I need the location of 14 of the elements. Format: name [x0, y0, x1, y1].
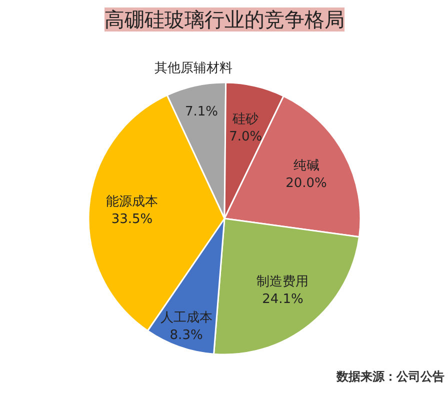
slice-label: 人工成本 [160, 310, 212, 326]
slice-label: 其他原辅材料 [154, 61, 233, 76]
data-label: 24.1% [262, 292, 304, 308]
slice-label: 制造费用 [256, 274, 309, 290]
slice-label: 纯碱 [293, 158, 320, 174]
data-label: 7.0% [229, 129, 262, 144]
data-label: 8.3% [170, 328, 203, 343]
slice-label: 能源成本 [106, 194, 158, 210]
source-note: 数据来源：公司公告 [336, 370, 444, 384]
data-label: 33.5% [111, 212, 153, 228]
data-label: 20.0% [286, 176, 327, 191]
data-label: 7.1% [184, 104, 218, 120]
chart-title: 高硼硅玻璃行业的竞争格局 [104, 8, 344, 32]
slice-label: 硅砂 [232, 112, 259, 127]
